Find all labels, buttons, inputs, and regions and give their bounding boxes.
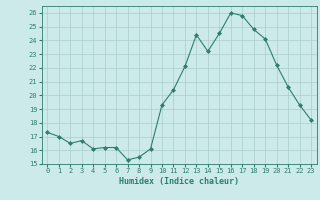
X-axis label: Humidex (Indice chaleur): Humidex (Indice chaleur): [119, 177, 239, 186]
